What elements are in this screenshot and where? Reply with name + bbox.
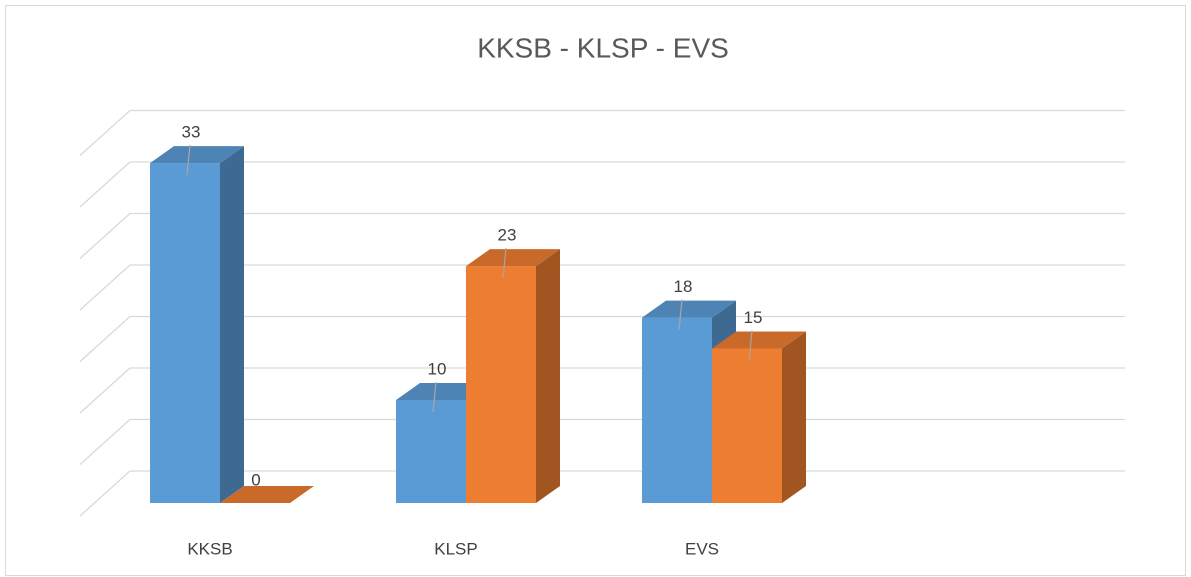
x-tick-label: KLSP: [434, 539, 477, 558]
bar-top: [466, 249, 560, 267]
bar: [642, 317, 712, 503]
grid-line-side: [79, 161, 131, 208]
grid-line-side: [79, 213, 131, 259]
value-label: 18: [674, 277, 693, 296]
grid-line-side: [79, 316, 131, 362]
bar-side: [220, 146, 244, 503]
value-label: 10: [428, 359, 447, 378]
value-label: 23: [498, 226, 517, 245]
grid-line-side: [79, 110, 131, 156]
value-label: 33: [182, 123, 201, 142]
bar-top: [220, 486, 314, 503]
bar-side: [782, 331, 806, 503]
chart-title: KKSB - KLSP - EVS: [477, 32, 729, 63]
leader-line: [502, 248, 507, 279]
leader-line: [748, 330, 753, 361]
bar: [712, 348, 782, 503]
bar-top: [150, 146, 244, 164]
bar: [396, 400, 466, 503]
leader-line: [678, 299, 683, 330]
value-label: 0: [251, 470, 260, 489]
bar-top: [712, 331, 806, 349]
bar-side: [536, 249, 560, 503]
bar: [150, 163, 220, 503]
grid-line-side: [79, 264, 131, 311]
bar-top: [642, 300, 736, 318]
grid-line-side: [79, 367, 131, 414]
leader-line: [186, 145, 191, 176]
leader-line: [432, 381, 437, 413]
x-tick-label: EVS: [685, 539, 719, 558]
bar: [466, 266, 536, 503]
grid-line-side: [79, 470, 131, 517]
value-label: 15: [744, 308, 763, 327]
grid-line-side: [79, 419, 131, 465]
x-tick-label: KKSB: [187, 539, 232, 558]
